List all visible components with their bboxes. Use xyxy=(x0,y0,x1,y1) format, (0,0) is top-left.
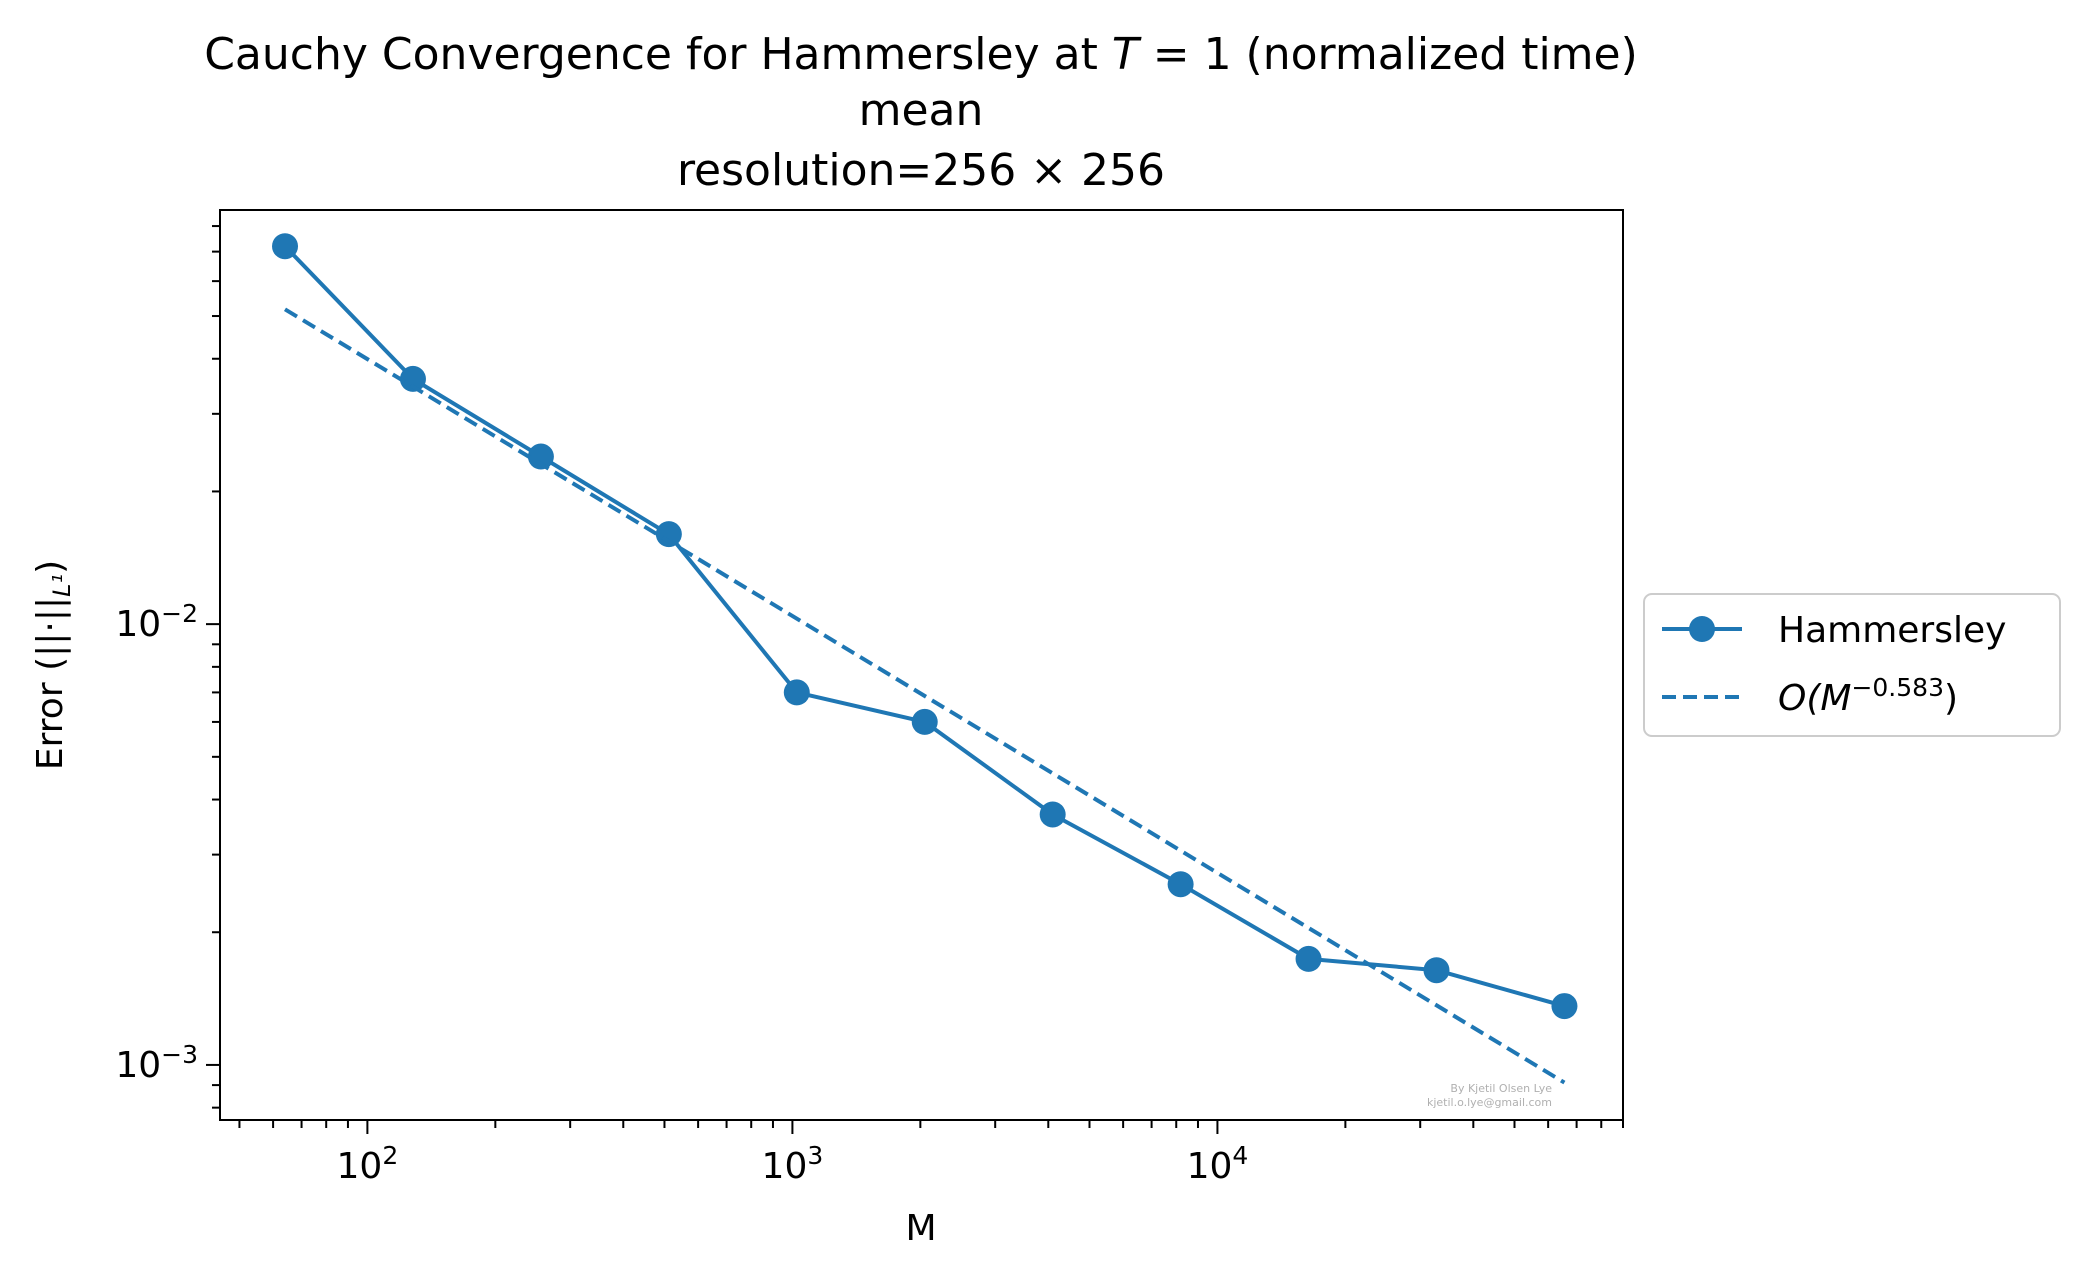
y-tick-label-base: 10 xyxy=(115,1045,161,1086)
hammersley-point xyxy=(783,679,810,706)
hammersley-point xyxy=(1039,801,1066,828)
title-text: Cauchy Convergence for Hammersley at xyxy=(204,29,1112,80)
legend: Hammersley O(M−0.583) xyxy=(1643,593,2061,737)
hammersley-line xyxy=(283,244,1565,1009)
title-line-2: mean xyxy=(859,85,984,136)
hammersley-point xyxy=(527,443,554,470)
fit-line xyxy=(283,307,1566,1085)
x-tick-label: 102 xyxy=(337,1141,399,1187)
title-math-var: T xyxy=(1112,29,1142,80)
hammersley-point xyxy=(1551,993,1578,1020)
x-tick-label-base: 10 xyxy=(337,1146,383,1187)
x-tick-label: 104 xyxy=(1187,1141,1249,1187)
legend-marker-hammersley xyxy=(1689,616,1715,642)
legend-label-hammersley: Hammersley xyxy=(1778,610,2006,651)
x-tick-label: 103 xyxy=(762,1141,824,1187)
y-axis-label-sub: L¹ xyxy=(48,574,76,597)
x-tick-label-exp: 3 xyxy=(807,1141,823,1170)
legend-label-fit: O(M−0.583) xyxy=(1778,673,1958,719)
x-tick-label-exp: 4 xyxy=(1232,1141,1248,1170)
hammersley-point xyxy=(399,365,426,392)
y-tick-label: 10−2 xyxy=(115,599,198,645)
hammersley-point xyxy=(1423,957,1450,984)
x-tick-label-exp: 2 xyxy=(382,1141,398,1170)
legend-fit-prefix: O(M xyxy=(1778,678,1851,719)
series-layer xyxy=(272,233,1578,1085)
title-line-1: Cauchy Convergence for Hammersley at T =… xyxy=(204,29,1638,80)
hammersley-point xyxy=(655,521,682,548)
title-line-3: resolution=256 × 256 xyxy=(677,145,1165,196)
y-tick-label-base: 10 xyxy=(115,604,161,645)
x-tick-label-base: 10 xyxy=(1187,1146,1233,1187)
y-axis-label-close: ) xyxy=(30,560,71,574)
title-math-rest: = 1 (normalized time) xyxy=(1139,29,1638,80)
watermark: By Kjetil Olsen Lye kjetil.o.lye@gmail.c… xyxy=(1427,1082,1552,1109)
y-tick-label: 10−3 xyxy=(115,1040,198,1086)
legend-fit-exp: −0.583 xyxy=(1851,673,1944,702)
hammersley-point xyxy=(1295,945,1322,972)
hammersley-point xyxy=(1167,871,1194,898)
plot-area xyxy=(219,209,1624,1121)
y-axis-label-main: Error (||·|| xyxy=(30,597,71,770)
y-axis-label: Error (||·||L¹) xyxy=(30,560,76,770)
y-tick-label-exp: −2 xyxy=(161,599,198,628)
x-axis-label: M xyxy=(905,1208,936,1249)
hammersley-point xyxy=(272,233,299,260)
legend-box xyxy=(1643,593,2061,737)
legend-fit-suffix: ) xyxy=(1944,678,1958,719)
chart-title: Cauchy Convergence for Hammersley at T =… xyxy=(204,29,1638,196)
watermark-line-1: By Kjetil Olsen Lye xyxy=(1450,1082,1552,1095)
hammersley-point xyxy=(911,708,938,735)
x-tick-label-base: 10 xyxy=(762,1146,808,1187)
watermark-line-2: kjetil.o.lye@gmail.com xyxy=(1427,1096,1552,1109)
y-tick-label-exp: −3 xyxy=(161,1040,198,1069)
